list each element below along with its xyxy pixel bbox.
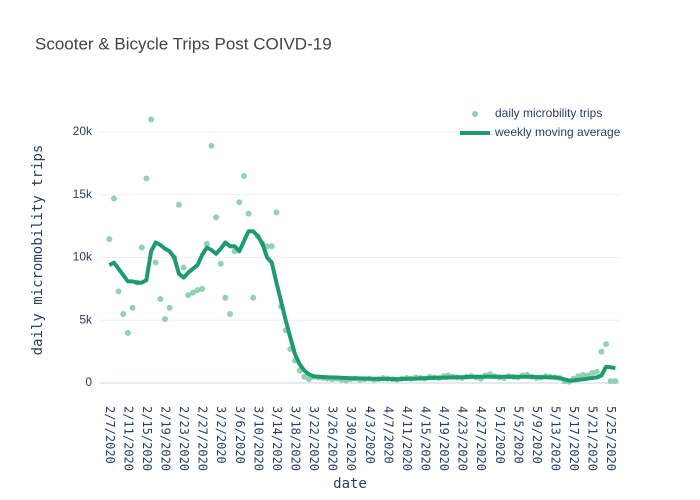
x-tick-label: 4/19/2020	[437, 406, 451, 471]
data-point	[240, 172, 247, 179]
y-tick-label: 15k	[73, 187, 93, 201]
data-point	[603, 341, 610, 348]
x-tick-label: 4/7/2020	[381, 406, 395, 464]
x-tick-label: 2/11/2020	[121, 406, 135, 471]
data-point	[166, 304, 173, 311]
chart-title: Scooter & Bicycle Trips Post COIVD-19	[35, 34, 332, 53]
legend-label: daily microbility trips	[495, 106, 602, 120]
data-point	[273, 209, 280, 216]
data-point	[162, 316, 168, 323]
data-point	[180, 264, 187, 271]
y-tick-label: 20k	[73, 124, 93, 138]
x-tick-label: 5/25/2020	[604, 406, 618, 471]
data-point	[217, 260, 224, 267]
data-point	[175, 201, 182, 208]
data-point	[236, 199, 243, 206]
data-point	[589, 370, 596, 377]
data-point	[222, 294, 229, 301]
data-point	[138, 244, 145, 251]
legend-marker	[472, 111, 478, 117]
x-tick-label: 5/1/2020	[493, 406, 507, 464]
data-point	[268, 243, 275, 250]
data-point	[575, 373, 582, 380]
x-tick-label: 2/23/2020	[177, 406, 191, 471]
data-point	[213, 214, 220, 221]
x-tick-label: 3/10/2020	[251, 406, 265, 471]
moving-average-line	[108, 229, 616, 383]
x-tick-label: 5/17/2020	[567, 406, 581, 471]
data-point	[245, 210, 252, 217]
data-point	[152, 259, 159, 266]
x-tick-label: 3/30/2020	[344, 406, 358, 471]
data-point	[115, 288, 122, 295]
x-tick-label: 3/2/2020	[214, 406, 228, 464]
data-point	[203, 240, 210, 247]
data-point	[612, 378, 619, 385]
data-point	[250, 294, 257, 301]
x-tick-label: 3/6/2020	[233, 406, 247, 464]
data-point	[124, 329, 131, 336]
y-tick-label: 5k	[79, 312, 93, 326]
y-tick-label: 10k	[73, 250, 93, 264]
x-tick-label: 5/5/2020	[511, 406, 525, 464]
data-point	[143, 175, 150, 182]
data-point	[305, 376, 312, 383]
y-axis-title: daily micromobility trips	[30, 145, 46, 356]
data-point	[185, 292, 192, 299]
y-tick-label: 0	[85, 375, 92, 389]
data-point	[120, 311, 127, 318]
data-point	[199, 285, 206, 292]
data-point	[110, 195, 117, 202]
legend-label: weekly moving average	[494, 125, 621, 139]
data-point	[227, 311, 233, 318]
x-tick-label: 3/22/2020	[307, 406, 321, 471]
data-point	[607, 378, 614, 385]
x-tick-label: 2/19/2020	[159, 406, 173, 471]
data-point	[301, 373, 308, 380]
x-axis-title: date	[333, 476, 367, 492]
x-tick-label: 5/9/2020	[530, 406, 544, 464]
x-tick-label: 4/23/2020	[456, 406, 470, 471]
data-point	[157, 295, 164, 302]
x-tick-label: 2/7/2020	[103, 406, 117, 464]
data-point	[598, 348, 605, 355]
data-point	[208, 142, 215, 149]
x-tick-label: 3/26/2020	[326, 406, 340, 471]
x-tick-label: 4/11/2020	[400, 406, 414, 471]
data-point	[148, 116, 155, 123]
x-tick-label: 4/27/2020	[474, 406, 488, 471]
x-tick-label: 4/3/2020	[363, 406, 377, 464]
x-tick-label: 3/14/2020	[270, 406, 284, 471]
data-point	[579, 371, 586, 378]
x-tick-label: 5/13/2020	[549, 406, 563, 471]
x-tick-label: 2/15/2020	[140, 406, 154, 471]
data-point	[189, 289, 196, 296]
data-point	[194, 287, 201, 294]
x-tick-label: 4/15/2020	[419, 406, 433, 471]
x-tick-label: 3/18/2020	[289, 406, 303, 471]
data-point	[106, 236, 113, 243]
data-point	[129, 304, 136, 311]
x-tick-label: 5/21/2020	[586, 406, 600, 471]
data-point	[593, 368, 600, 375]
x-tick-label: 2/27/2020	[196, 406, 210, 471]
